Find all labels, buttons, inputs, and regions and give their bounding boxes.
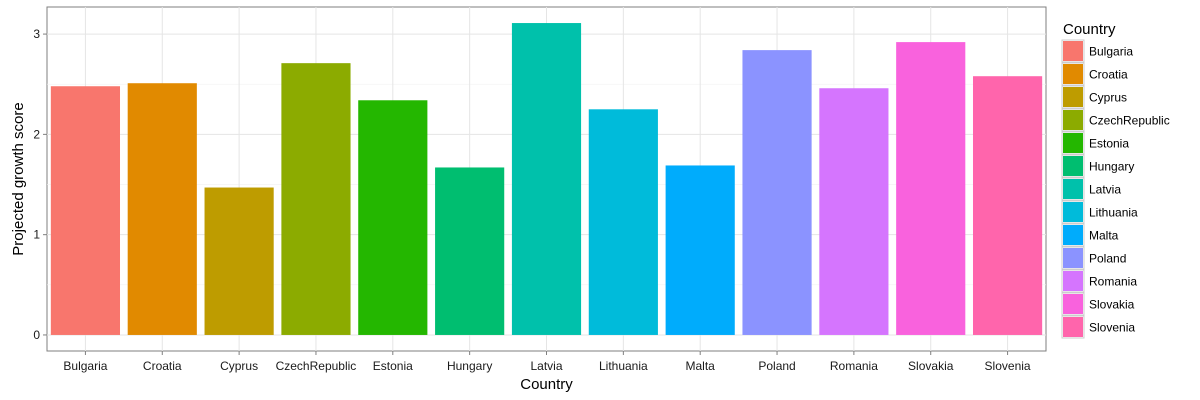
x-tick-label: Poland (758, 359, 795, 373)
x-tick-label: Latvia (530, 359, 562, 373)
legend-key-hungary (1063, 156, 1083, 176)
legend-key-czechrepublic (1063, 110, 1083, 130)
legend-items: Bulgaria Croatia Cyprus CzechRepublic Estoni… (1061, 39, 1170, 339)
bar-romania (819, 88, 889, 335)
legend-key-malta (1063, 225, 1083, 245)
legend-label: Hungary (1089, 160, 1134, 174)
bar-slovakia (896, 42, 966, 335)
legend-label: Slovakia (1089, 298, 1135, 312)
x-tick-label: Croatia (143, 359, 182, 373)
bar-hungary (435, 167, 505, 335)
x-axis-title: Country (520, 376, 573, 393)
y-tick-label: 2 (33, 127, 40, 141)
x-tick-label: Lithuania (599, 359, 648, 373)
legend-key-slovenia (1063, 317, 1083, 337)
legend-key-croatia (1063, 64, 1083, 84)
legend-key-latvia (1063, 179, 1083, 199)
bar-croatia (127, 83, 197, 335)
legend-label: Bulgaria (1089, 45, 1133, 59)
legend-key-slovakia (1063, 294, 1083, 314)
legend-label: CzechRepublic (1089, 114, 1170, 128)
x-tick-label: CzechRepublic (276, 359, 357, 373)
legend-key-poland (1063, 248, 1083, 268)
x-tick-label: Estonia (373, 359, 413, 373)
bar-poland (742, 50, 812, 335)
legend-key-bulgaria (1063, 41, 1083, 61)
y-tick-label: 1 (33, 228, 40, 242)
legend-label: Malta (1089, 229, 1119, 243)
y-tick-label: 3 (33, 27, 40, 41)
legend-key-cyprus (1063, 87, 1083, 107)
x-tick-label: Romania (830, 359, 878, 373)
legend-key-lithuania (1063, 202, 1083, 222)
legend-key-estonia (1063, 133, 1083, 153)
x-tick-label: Malta (686, 359, 716, 373)
x-axis-ticks: Bulgaria Croatia Cyprus CzechRepublic Estoni… (63, 351, 1031, 373)
y-axis-title: Projected growth score (10, 102, 27, 255)
legend-label: Cyprus (1089, 91, 1127, 105)
legend-label: Estonia (1089, 137, 1129, 151)
x-tick-label: Slovakia (908, 359, 954, 373)
legend-label: Lithuania (1089, 206, 1138, 220)
legend-label: Croatia (1089, 68, 1128, 82)
legend-label: Romania (1089, 275, 1137, 289)
legend-key-romania (1063, 271, 1083, 291)
y-tick-label: 0 (33, 328, 40, 342)
legend-title: Country (1063, 21, 1116, 38)
bar-estonia (358, 100, 428, 335)
bar-bulgaria (50, 86, 121, 335)
x-tick-label: Hungary (447, 359, 492, 373)
bar-slovenia (972, 76, 1043, 335)
x-tick-label: Slovenia (985, 359, 1031, 373)
y-axis-ticks: 0 1 2 3 (33, 27, 47, 342)
legend-label: Poland (1089, 252, 1126, 266)
bar-czechrepublic (281, 63, 351, 335)
bar-latvia (511, 23, 582, 335)
legend: Country Bulgaria Croatia Cyprus CzechRepubl… (1061, 21, 1170, 339)
bars (50, 23, 1043, 335)
x-tick-label: Bulgaria (63, 359, 107, 373)
x-tick-label: Cyprus (220, 359, 258, 373)
bar-cyprus (204, 187, 274, 335)
bar-lithuania (588, 109, 658, 335)
bar-malta (665, 165, 735, 335)
legend-label: Slovenia (1089, 321, 1135, 335)
legend-label: Latvia (1089, 183, 1121, 197)
